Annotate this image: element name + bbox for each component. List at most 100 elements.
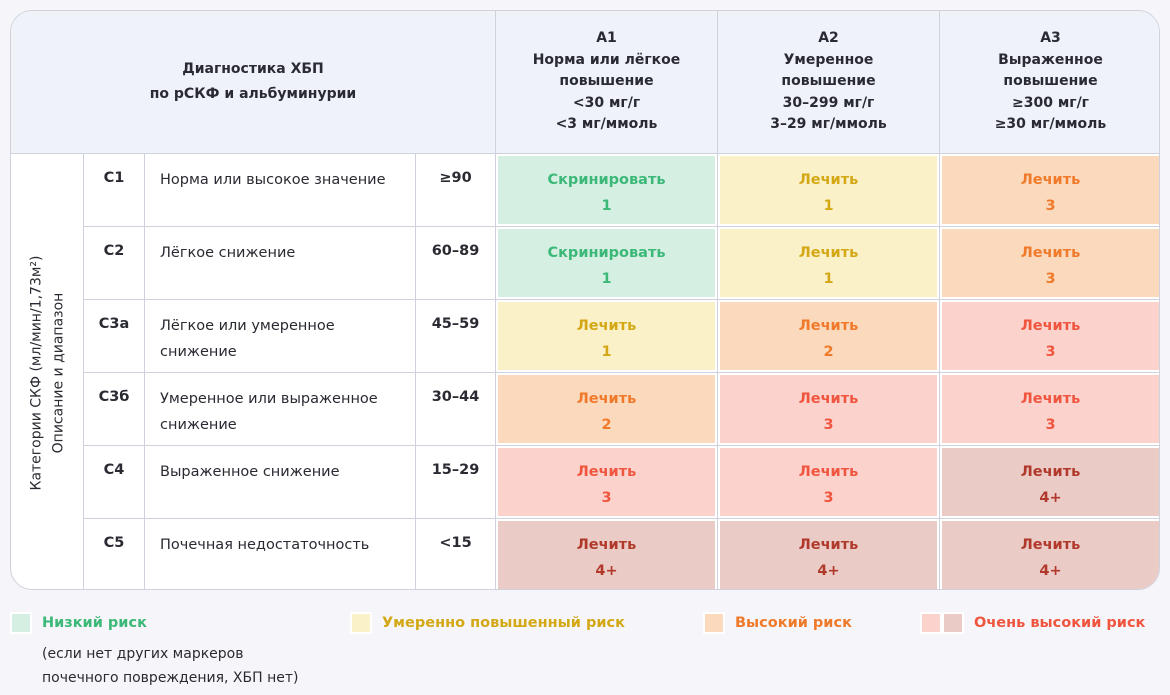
risk-cell: Лечить 2 [496, 373, 718, 446]
risk-value: 4+ [1039, 490, 1062, 506]
gfr-range: 45–59 [416, 300, 496, 373]
gfr-category-code: C3a [84, 300, 145, 373]
gfr-category-code: C3б [84, 373, 145, 446]
legend-swatch-high [703, 612, 725, 634]
gfr-category-code: C2 [84, 227, 145, 300]
gfr-category-code: C1 [84, 154, 145, 227]
risk-action: Лечить [798, 172, 859, 188]
risk-action: Лечить [1020, 391, 1081, 407]
risk-action: Лечить [798, 464, 859, 480]
risk-cell: Лечить 3 [496, 446, 718, 519]
risk-value: 1 [601, 344, 612, 360]
risk-cell-content: Лечить 1 [498, 302, 715, 370]
risk-action: Лечить [798, 318, 859, 334]
risk-cell-content: Лечить 3 [720, 448, 937, 516]
legend-label-moderate: Умеренно повышенный риск [382, 615, 625, 631]
risk-action: Лечить [576, 318, 637, 334]
column-header-a2: A2 Умеренное повышение 30–299 мг/г 3–29 … [718, 11, 940, 154]
legend-low: Низкий риск [10, 612, 147, 634]
risk-cell-content: Лечить 1 [720, 156, 937, 224]
risk-cell-content: Лечить 3 [498, 448, 715, 516]
gfr-range: 30–44 [416, 373, 496, 446]
risk-cell-content: Лечить 4+ [498, 521, 715, 589]
gfr-category-description: Умеренное или выраженное снижение [145, 373, 416, 446]
legend-swatch-very-high [920, 612, 942, 634]
risk-value: 3 [823, 490, 834, 506]
title-line-1: Диагностика ХБП [182, 61, 324, 77]
risk-cell-content: Лечить 3 [942, 302, 1159, 370]
legend-label-high: Высокий риск [735, 615, 852, 631]
risk-cell: Лечить 3 [940, 373, 1159, 446]
legend-label-low: Низкий риск [42, 615, 147, 631]
risk-cell-content: Лечить 2 [720, 302, 937, 370]
risk-action: Лечить [1020, 245, 1081, 261]
column-line: ≥30 мг/ммоль [994, 116, 1107, 133]
risk-cell: Скринировать 1 [496, 154, 718, 227]
legend-moderate: Умеренно повышенный риск [350, 612, 625, 634]
risk-action: Лечить [576, 464, 637, 480]
risk-action: Лечить [1020, 172, 1081, 188]
risk-action: Скринировать [547, 172, 666, 188]
legend-very-high: Очень высокий риск [920, 612, 1145, 634]
gfr-range: ≥90 [416, 154, 496, 227]
risk-cell: Лечить 3 [718, 373, 940, 446]
column-line: 3–29 мг/ммоль [770, 116, 887, 133]
risk-cell-content: Лечить 3 [942, 375, 1159, 443]
column-line: Выраженное [998, 51, 1103, 68]
gfr-category-label: Категории СКФ (мл/мин/1,73м²) Описание и… [11, 154, 84, 589]
risk-cell: Лечить 1 [718, 154, 940, 227]
risk-action: Лечить [576, 537, 637, 553]
risk-value: 2 [823, 344, 834, 360]
risk-value: 3 [1045, 344, 1056, 360]
risk-cell-content: Лечить 3 [720, 375, 937, 443]
risk-cell: Лечить 4+ [718, 519, 940, 589]
risk-action: Лечить [1020, 318, 1081, 334]
side-label-line-2: Описание и диапазон [50, 292, 66, 454]
risk-value: 1 [823, 198, 834, 214]
risk-cell-content: Лечить 4+ [942, 448, 1159, 516]
risk-value: 1 [601, 271, 612, 287]
column-line: <30 мг/г [572, 94, 641, 111]
risk-value: 2 [601, 417, 612, 433]
risk-cell-content: Лечить 3 [942, 156, 1159, 224]
risk-cell: Скринировать 1 [496, 227, 718, 300]
risk-cell-content: Лечить 4+ [942, 521, 1159, 589]
risk-value: 3 [823, 417, 834, 433]
risk-action: Скринировать [547, 245, 666, 261]
gfr-category-description: Лёгкое или умеренное снижение [145, 300, 416, 373]
legend-high: Высокий риск [703, 612, 852, 634]
risk-action: Лечить [798, 245, 859, 261]
risk-value: 3 [601, 490, 612, 506]
gfr-category-description: Выраженное снижение [145, 446, 416, 519]
risk-value: 3 [1045, 271, 1056, 287]
column-line: ≥300 мг/г [1011, 94, 1089, 111]
risk-cell-content: Лечить 3 [942, 229, 1159, 297]
risk-cell-content: Лечить 4+ [720, 521, 937, 589]
legend-label-very-high: Очень высокий риск [974, 615, 1146, 631]
column-line: Умеренное [783, 51, 874, 68]
column-line: <3 мг/ммоль [555, 116, 658, 133]
risk-cell: Лечить 2 [718, 300, 940, 373]
risk-action: Лечить [576, 391, 637, 407]
risk-action: Лечить [1020, 537, 1081, 553]
risk-value: 4+ [1039, 563, 1062, 579]
risk-action: Лечить [1020, 464, 1081, 480]
risk-cell: Лечить 3 [940, 154, 1159, 227]
column-line: повышение [1003, 73, 1098, 90]
gfr-category-description: Лёгкое снижение [145, 227, 416, 300]
column-line: повышение [781, 73, 876, 90]
risk-cell-content: Лечить 1 [720, 229, 937, 297]
column-line: повышение [559, 73, 654, 90]
risk-cell-content: Скринировать 1 [498, 229, 715, 297]
column-header-a3: A3 Выраженное повышение ≥300 мг/г ≥30 мг… [940, 11, 1159, 154]
gfr-range: 60–89 [416, 227, 496, 300]
legend-low-note: (если нет других маркеров почечного повр… [42, 642, 298, 690]
gfr-range: <15 [416, 519, 496, 589]
column-code: A1 [596, 30, 617, 47]
column-code: A2 [818, 30, 839, 47]
gfr-category-description: Почечная недостаточность [145, 519, 416, 589]
note-line: почечного повреждения, ХБП нет) [42, 670, 299, 686]
note-line: (если нет других маркеров [42, 646, 244, 662]
risk-value: 3 [1045, 417, 1056, 433]
risk-value: 4+ [817, 563, 840, 579]
